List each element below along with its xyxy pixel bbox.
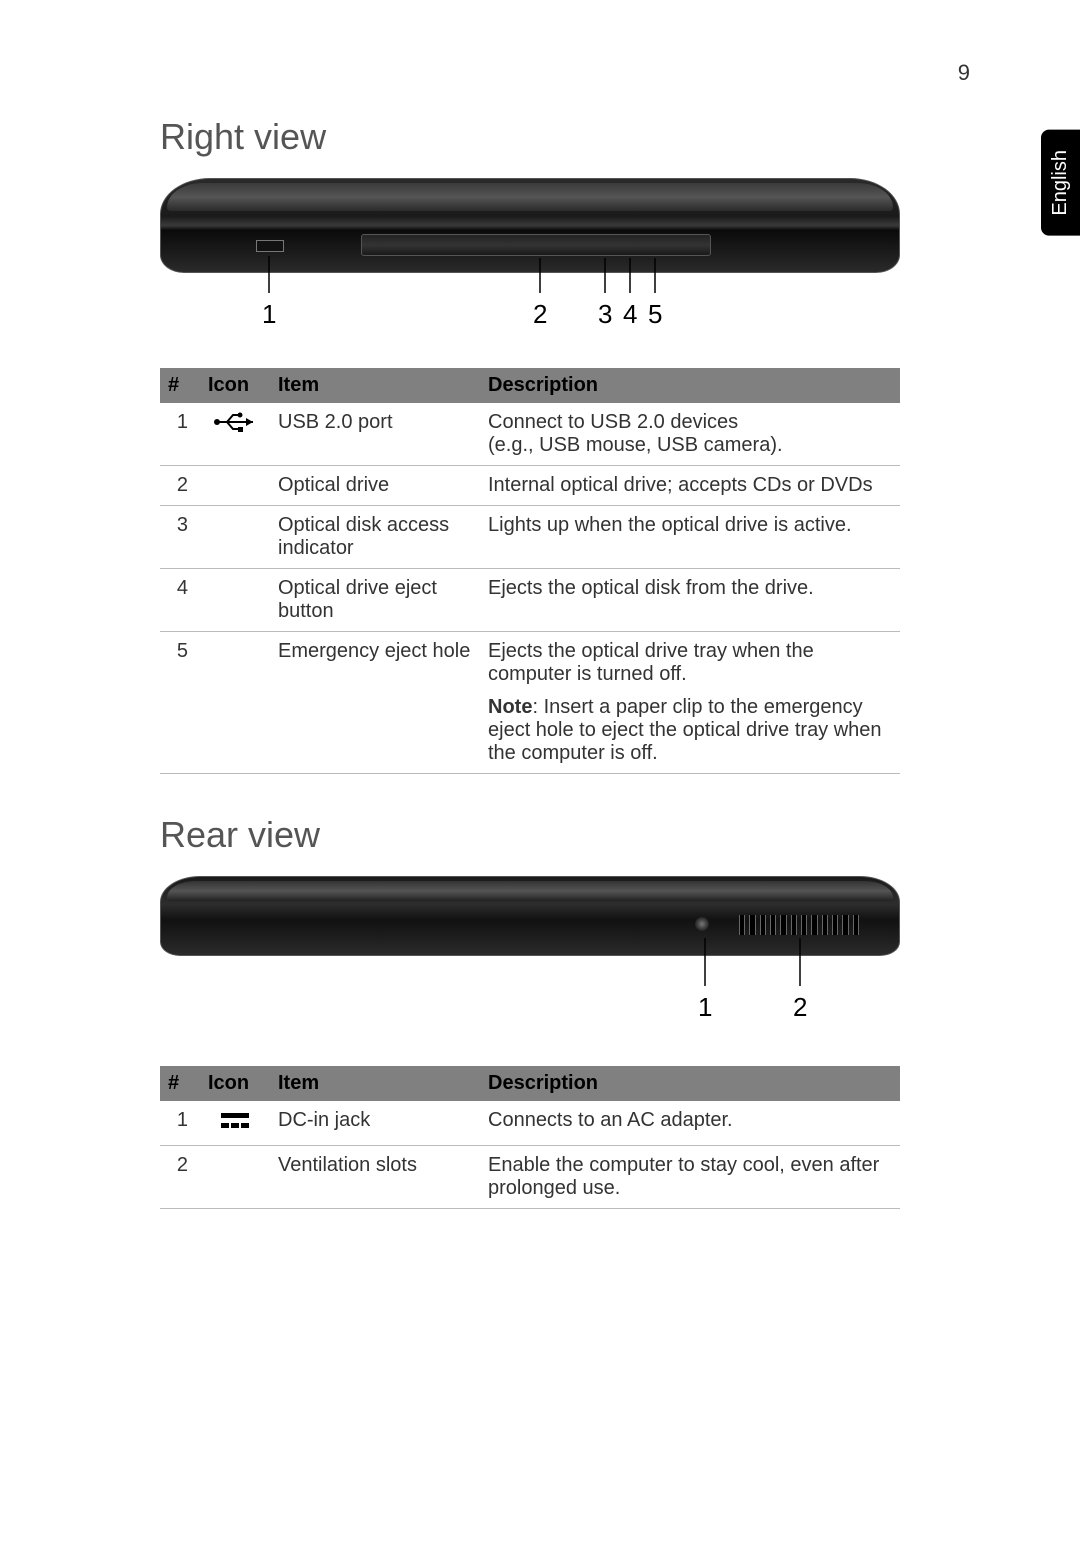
illustration-right-view: 1 2 3 4 5 xyxy=(160,178,900,348)
th-item: Item xyxy=(270,368,480,403)
cell-item: Optical drive xyxy=(270,466,480,506)
rear-view-table: # Icon Item Description 1 xyxy=(160,1066,900,1209)
cell-desc: Ejects the optical drive tray when the c… xyxy=(480,632,900,774)
table-header-row: # Icon Item Description xyxy=(160,1066,900,1101)
cell-desc: Internal optical drive; accepts CDs or D… xyxy=(480,466,900,506)
table-row: 2 Ventilation slots Enable the computer … xyxy=(160,1146,900,1209)
callout-2: 2 xyxy=(533,299,547,329)
callout-2: 2 xyxy=(793,992,807,1022)
cell-icon xyxy=(200,632,270,774)
cell-num: 2 xyxy=(160,1146,200,1209)
cell-icon xyxy=(200,569,270,632)
note-text: : Insert a paper clip to the emergency e… xyxy=(488,696,882,764)
callout-overlay-right: 1 2 3 4 5 xyxy=(160,178,900,348)
section-title-rear: Rear view xyxy=(160,814,980,856)
callout-5: 5 xyxy=(648,299,662,329)
cell-desc: Enable the computer to stay cool, even a… xyxy=(480,1146,900,1209)
cell-num: 1 xyxy=(160,1101,200,1146)
callout-overlay-rear: 1 2 xyxy=(160,876,900,1046)
cell-item: Emergency eject hole xyxy=(270,632,480,774)
table-row: 2 Optical drive Internal optical drive; … xyxy=(160,466,900,506)
cell-desc: Ejects the optical disk from the drive. xyxy=(480,569,900,632)
cell-icon xyxy=(200,1146,270,1209)
callout-4: 4 xyxy=(623,299,637,329)
desc-text: Ejects the optical drive tray when the c… xyxy=(488,640,892,686)
table-row: 5 Emergency eject hole Ejects the optica… xyxy=(160,632,900,774)
desc-note: Note: Insert a paper clip to the emergen… xyxy=(488,696,892,765)
cell-icon xyxy=(200,403,270,466)
note-label: Note xyxy=(488,696,532,718)
th-desc: Description xyxy=(480,368,900,403)
language-tab: English xyxy=(1041,130,1080,236)
cell-num: 2 xyxy=(160,466,200,506)
table-row: 3 Optical disk access indicator Lights u… xyxy=(160,506,900,569)
right-view-table: # Icon Item Description 1 xyxy=(160,368,900,774)
th-num: # xyxy=(160,1066,200,1101)
th-icon: Icon xyxy=(200,1066,270,1101)
table-row: 4 Optical drive eject button Ejects the … xyxy=(160,569,900,632)
manual-page: 9 Right view 1 2 3 4 5 # Icon Item D xyxy=(0,0,1080,1329)
cell-item: Optical disk access indicator xyxy=(270,506,480,569)
page-number: 9 xyxy=(160,60,980,86)
cell-item: USB 2.0 port xyxy=(270,403,480,466)
cell-icon xyxy=(200,506,270,569)
table-header-row: # Icon Item Description xyxy=(160,368,900,403)
cell-num: 5 xyxy=(160,632,200,774)
cell-icon xyxy=(200,1101,270,1146)
callout-1: 1 xyxy=(262,299,276,329)
usb-icon xyxy=(213,416,257,438)
section-title-right: Right view xyxy=(160,116,980,158)
cell-item: DC-in jack xyxy=(270,1101,480,1146)
callout-3: 3 xyxy=(598,299,612,329)
cell-num: 1 xyxy=(160,403,200,466)
cell-desc: Lights up when the optical drive is acti… xyxy=(480,506,900,569)
callout-1: 1 xyxy=(698,992,712,1022)
table-row: 1 USB 2.0 port xyxy=(160,403,900,466)
th-icon: Icon xyxy=(200,368,270,403)
cell-item: Optical drive eject button xyxy=(270,569,480,632)
cell-desc: Connects to an AC adapter. xyxy=(480,1101,900,1146)
cell-icon xyxy=(200,466,270,506)
th-item: Item xyxy=(270,1066,480,1101)
th-num: # xyxy=(160,368,200,403)
table-row: 1 DC-in jack Connects to an AC adapter. xyxy=(160,1101,900,1146)
cell-num: 4 xyxy=(160,569,200,632)
dc-in-icon xyxy=(217,1114,253,1136)
cell-item: Ventilation slots xyxy=(270,1146,480,1209)
illustration-rear-view: 1 2 xyxy=(160,876,900,1046)
cell-num: 3 xyxy=(160,506,200,569)
cell-desc: Connect to USB 2.0 devices (e.g., USB mo… xyxy=(480,403,900,466)
th-desc: Description xyxy=(480,1066,900,1101)
